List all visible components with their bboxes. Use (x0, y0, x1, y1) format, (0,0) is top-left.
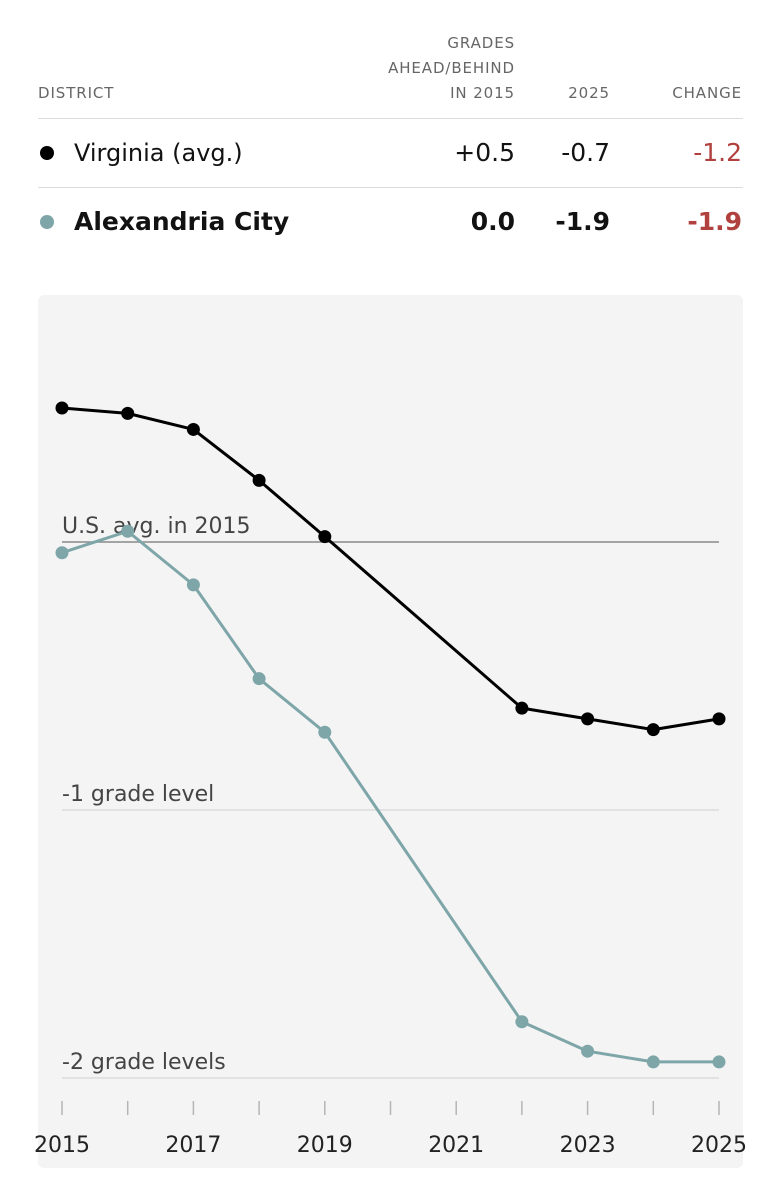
row-name: Alexandria City (74, 207, 290, 236)
data-point (515, 1015, 529, 1029)
row-name: Virginia (avg.) (74, 139, 243, 167)
data-point (581, 1044, 595, 1058)
data-point (55, 546, 69, 560)
table-row-virginia: Virginia (avg.) +0.5 -0.7 -1.2 (38, 119, 743, 187)
data-point (252, 473, 266, 487)
row-change: -1.2 (693, 138, 742, 167)
data-point (318, 530, 332, 544)
row-change: -1.9 (687, 207, 742, 236)
x-tick-label: 2017 (165, 1133, 221, 1158)
row-value-2015: 0.0 (470, 207, 515, 236)
x-tick-label: 2023 (560, 1133, 616, 1158)
reference-line-label: U.S. avg. in 2015 (62, 514, 251, 539)
row-value-2025: -1.9 (555, 207, 610, 236)
data-point (712, 712, 726, 726)
reference-line-label: -1 grade level (62, 782, 214, 807)
data-point (581, 712, 595, 726)
header-grades-ahead-behind: GRADES AHEAD/BEHIND IN 2015 (295, 31, 515, 106)
header-2025: 2025 (568, 84, 610, 102)
series-line (61, 406, 720, 732)
x-tick-label: 2019 (297, 1133, 353, 1158)
data-point (55, 401, 69, 415)
chart-panel (38, 295, 743, 1168)
data-point (646, 1055, 660, 1069)
table-header: DISTRICT GRADES AHEAD/BEHIND IN 2015 202… (38, 28, 743, 119)
data-point (252, 672, 266, 686)
reference-line-label: -2 grade levels (62, 1050, 226, 1075)
header-ahead-line1: GRADES (447, 34, 515, 52)
x-tick-label: 2015 (34, 1133, 90, 1158)
x-tick-label: 2025 (691, 1133, 747, 1158)
series-dot-icon (40, 215, 54, 229)
row-value-2025: -0.7 (561, 138, 610, 167)
series-dot-icon (40, 146, 54, 160)
header-ahead-line2: AHEAD/BEHIND (388, 59, 515, 77)
data-point (121, 524, 135, 538)
data-point (121, 406, 135, 420)
data-point (515, 701, 529, 715)
header-ahead-line3: IN 2015 (450, 84, 515, 102)
data-point (186, 578, 200, 592)
x-tick-label: 2021 (428, 1133, 484, 1158)
header-district: DISTRICT (38, 84, 115, 102)
data-point (318, 725, 332, 739)
row-value-2015: +0.5 (454, 138, 515, 167)
data-point (646, 723, 660, 737)
header-change: CHANGE (672, 84, 742, 102)
data-point (712, 1055, 726, 1069)
data-point (186, 422, 200, 436)
district-table: DISTRICT GRADES AHEAD/BEHIND IN 2015 202… (38, 28, 743, 256)
table-row-alexandria: Alexandria City 0.0 -1.9 -1.9 (38, 187, 743, 256)
